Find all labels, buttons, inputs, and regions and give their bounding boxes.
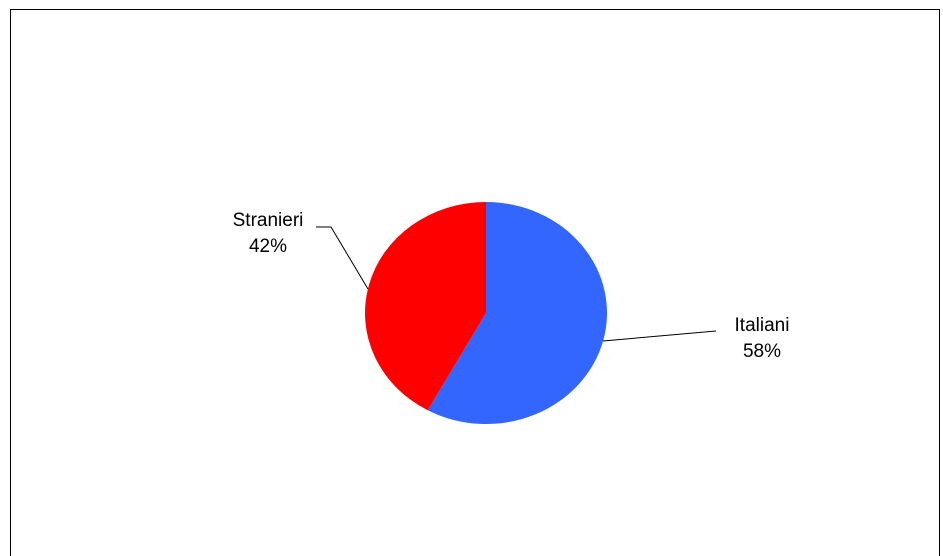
leader-line-italiani xyxy=(602,330,717,342)
pie-slice-stranieri xyxy=(365,202,486,411)
leader-lines xyxy=(316,226,717,342)
slice-percent-label-stranieri: 42% xyxy=(249,236,287,257)
pie-slice-italiani xyxy=(427,202,608,424)
slice-name-label-stranieri: Stranieri xyxy=(233,210,304,231)
slice-percent-label-italiani: 58% xyxy=(743,341,781,362)
slice-labels: Italiani 58% Stranieri 42% xyxy=(233,210,790,362)
pie-slices xyxy=(365,202,608,424)
slice-name-label-italiani: Italiani xyxy=(735,315,790,336)
leader-line-stranieri xyxy=(316,226,369,290)
